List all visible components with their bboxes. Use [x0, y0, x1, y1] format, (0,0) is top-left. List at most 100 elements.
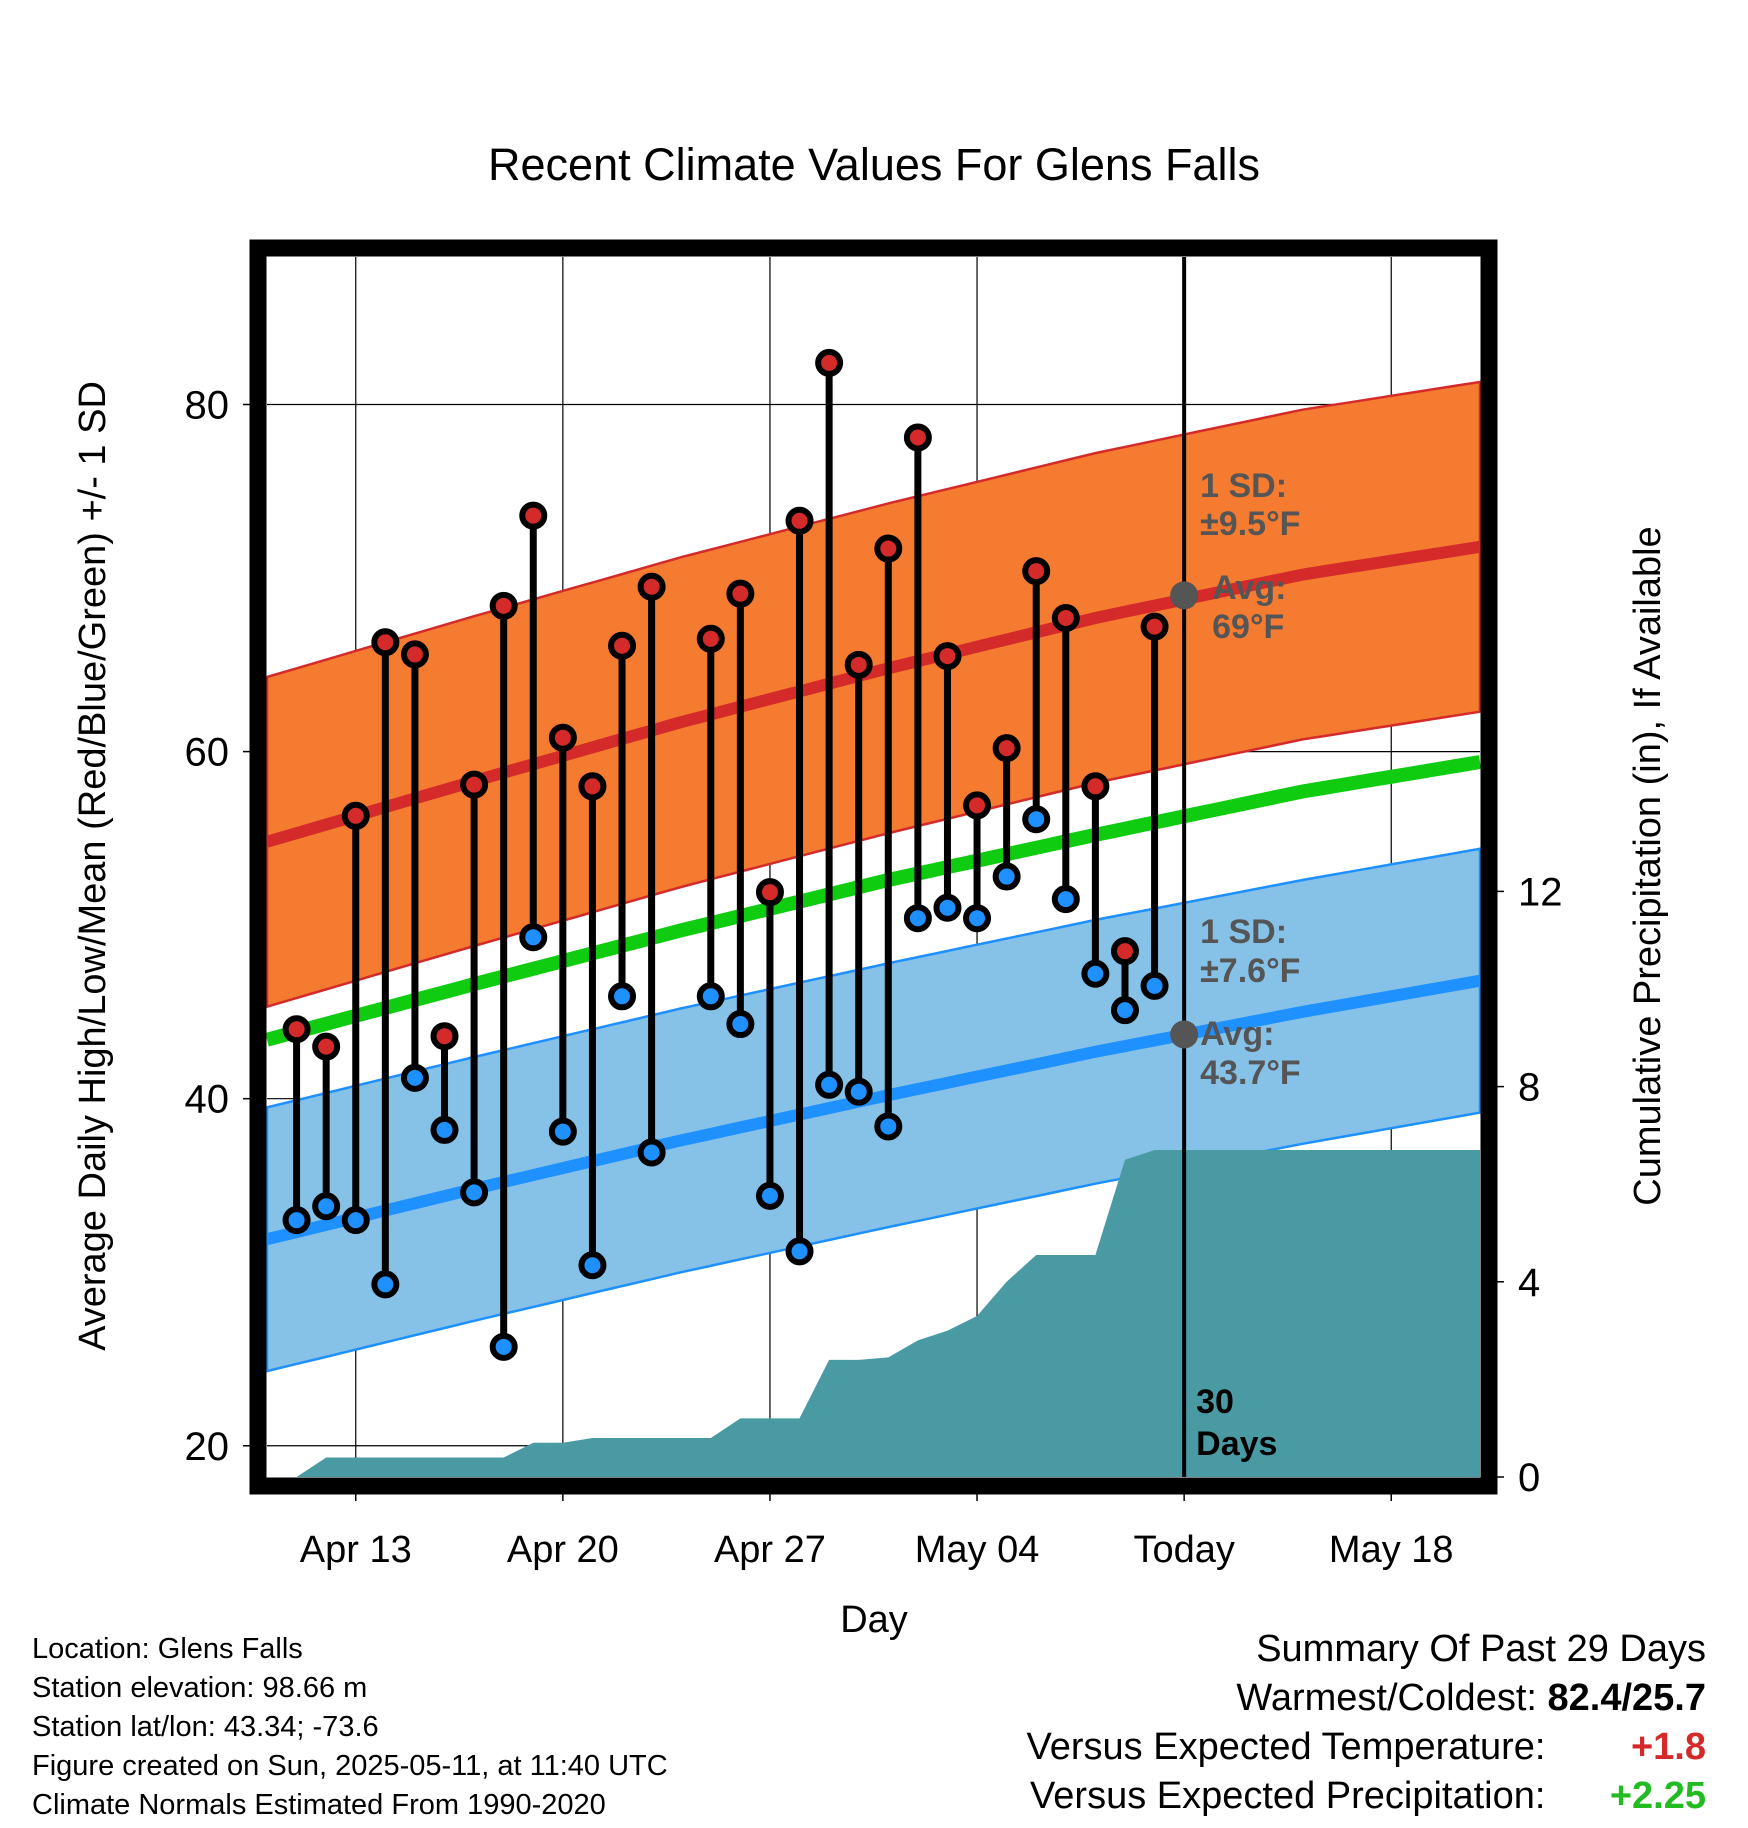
high-sd-note-line1: 1 SD:: [1200, 467, 1287, 505]
summary-panel: Summary Of Past 29 Days Warmest/Coldest:…: [1027, 1625, 1706, 1821]
daily-low-point: [933, 893, 962, 922]
y-tick-label: 40: [185, 1078, 230, 1122]
summary-warmest-label: Warmest/Coldest:: [1236, 1677, 1537, 1719]
daily-high-point: [637, 572, 666, 601]
precip-area: [267, 1150, 1480, 1477]
low-sd-note-line1: 1 SD:: [1200, 913, 1287, 951]
x-tick-label: May 18: [1329, 1529, 1454, 1571]
x-tick-label: Apr 27: [714, 1529, 826, 1571]
high-avg-note-line1: Avg:: [1212, 569, 1286, 607]
daily-low-point: [726, 1010, 755, 1039]
chart-title: Recent Climate Values For Glens Falls: [488, 139, 1260, 190]
x-tick-label: Today: [1133, 1529, 1234, 1571]
daily-high-point: [963, 791, 992, 820]
daily-high-point: [726, 579, 755, 608]
station-elevation: Station elevation: 98.66 m: [32, 1672, 368, 1704]
summary-temp-value: +1.8: [1630, 1726, 1706, 1768]
daily-high-point: [844, 650, 873, 679]
daily-high-point: [992, 734, 1021, 763]
days-note-line2: Days: [1196, 1425, 1277, 1463]
daily-low-point: [844, 1077, 873, 1106]
daily-low-point: [755, 1181, 784, 1210]
summary-precip-label: Versus Expected Precipitation:: [1030, 1775, 1546, 1817]
low-sd-note-line2: ±7.6°F: [1200, 952, 1300, 990]
daily-low-point: [874, 1112, 903, 1141]
daily-low-point: [371, 1270, 400, 1299]
y-tick-label: 60: [185, 731, 230, 775]
daily-low-point: [578, 1251, 607, 1280]
daily-high-point: [903, 423, 932, 452]
daily-high-point: [578, 772, 607, 801]
summary-precip-value: +2.25: [1609, 1775, 1706, 1817]
daily-high-point: [519, 501, 548, 530]
daily-low-point: [1140, 971, 1169, 1000]
low-sd-band: [265, 847, 1482, 1373]
high-sd-band: [265, 380, 1482, 1009]
daily-high-point: [696, 624, 725, 653]
axes: 20 40 60 80 0 4 8 12 Apr 13 Apr 20 Apr 27 May 04 Tod…: [185, 384, 1563, 1571]
y2-tick-label: 8: [1518, 1066, 1540, 1110]
daily-high-point: [341, 801, 370, 830]
daily-low-point: [1051, 885, 1080, 914]
summary-warmest-value: 82.4/25.7: [1547, 1677, 1706, 1719]
daily-high-point: [933, 642, 962, 671]
today-low-avg-marker: [1170, 1020, 1199, 1049]
daily-high-point: [785, 506, 814, 535]
daily-high-point: [371, 628, 400, 657]
y2-tick-label: 0: [1518, 1456, 1540, 1500]
daily-low-point: [696, 982, 725, 1011]
daily-low-point: [608, 982, 637, 1011]
summary-warmest-row: Warmest/Coldest: 82.4/25.7: [1027, 1674, 1706, 1723]
daily-high-point: [1140, 612, 1169, 641]
high-avg-note-line2: 69°F: [1212, 608, 1284, 646]
y-axis-label: Average Daily High/Low/Mean (Red/Blue/Gr…: [72, 381, 114, 1351]
daily-low-point: [992, 862, 1021, 891]
daily-low-point: [341, 1206, 370, 1235]
high-sd-note-line2: ±9.5°F: [1200, 505, 1300, 543]
summary-temp-label: Versus Expected Temperature:: [1026, 1726, 1546, 1768]
daily-high-point: [874, 534, 903, 563]
low-avg-note-line1: Avg:: [1200, 1015, 1274, 1053]
x-tick-label: May 04: [915, 1529, 1040, 1571]
daily-low-point: [519, 923, 548, 952]
y2-tick-label: 12: [1518, 870, 1563, 914]
low-avg-note-line2: 43.7°F: [1200, 1054, 1301, 1092]
daily-low-point: [785, 1237, 814, 1266]
daily-high-point: [312, 1032, 341, 1061]
station-latlon: Station lat/lon: 43.34; -73.6: [32, 1711, 379, 1743]
daily-low-point: [815, 1070, 844, 1099]
daily-low-point: [400, 1063, 429, 1092]
daily-low-point: [1022, 805, 1051, 834]
daily-low-point: [903, 904, 932, 933]
x-axis-label: Day: [840, 1599, 908, 1641]
daily-low-point: [430, 1115, 459, 1144]
plot-frame: [249, 239, 1498, 1495]
daily-high-point: [548, 723, 577, 752]
daily-high-point: [489, 591, 518, 620]
station-info: Location: Glens Falls Station elevation:…: [32, 1630, 668, 1825]
plot-area: [265, 380, 1482, 1477]
data-marks: [282, 257, 1199, 1477]
daily-high-point: [755, 878, 784, 907]
daily-high-point: [282, 1015, 311, 1044]
x-tick-label: Apr 20: [507, 1529, 619, 1571]
y-tick-label: 20: [185, 1425, 230, 1469]
daily-low-point: [963, 904, 992, 933]
y2-tick-label: 4: [1518, 1261, 1540, 1305]
days-note-line1: 30: [1196, 1383, 1234, 1421]
daily-low-point: [460, 1178, 489, 1207]
summary-temp-row: Versus Expected Temperature: +1.8: [1027, 1723, 1706, 1772]
daily-high-point: [1081, 772, 1110, 801]
figure-created: Figure created on Sun, 2025-05-11, at 11…: [32, 1750, 668, 1782]
daily-high-point: [1110, 937, 1139, 966]
daily-low-point: [1081, 959, 1110, 988]
daily-high-point: [1051, 603, 1080, 632]
daily-high-point: [400, 640, 429, 669]
daily-low-point: [637, 1138, 666, 1167]
today-high-avg-marker: [1170, 581, 1199, 610]
daily-high-point: [815, 348, 844, 377]
daily-high-point: [608, 631, 637, 660]
x-tick-label: Apr 13: [300, 1529, 412, 1571]
